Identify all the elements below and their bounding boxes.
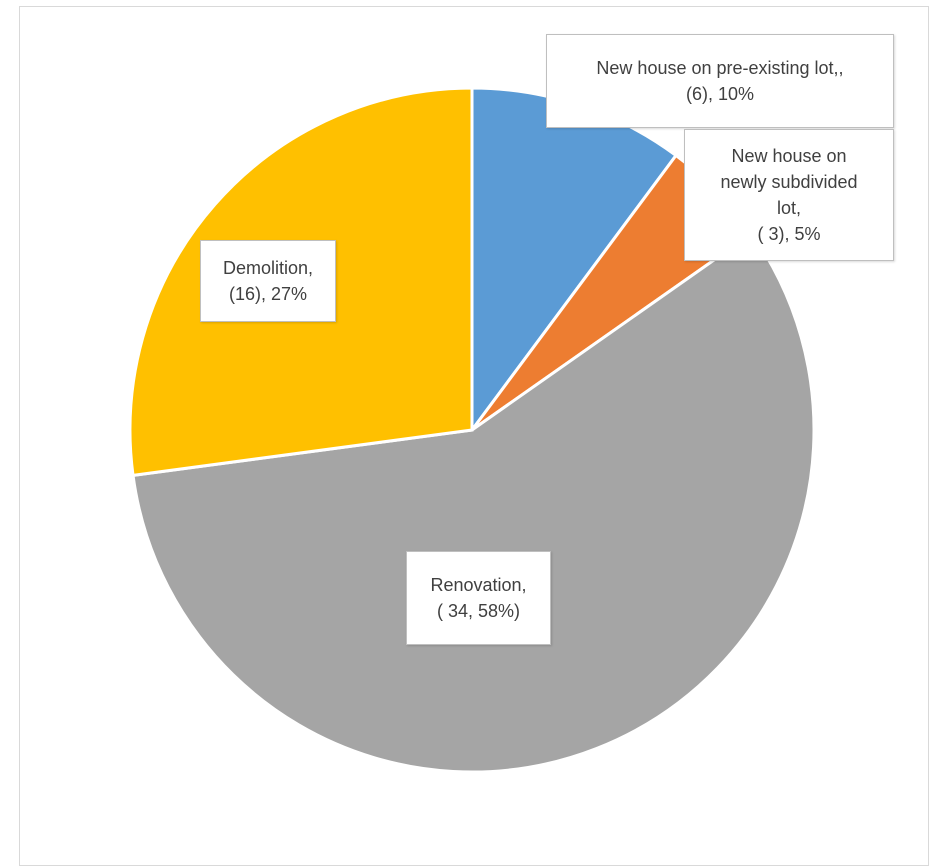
data-label-line: newly subdivided [720,172,858,192]
data-label-new-house-pre-existing-lot: New house on pre-existing lot,, (6), 10% [546,34,894,128]
data-label-new-house-newly-subdivided-lot: New house on newly subdivided lot, ( 3),… [684,129,894,261]
data-label-renovation: Renovation, ( 34, 58%) [406,551,551,645]
data-label-line: ( 3), 5% [757,224,821,244]
data-label-line: Demolition, [222,258,314,278]
data-label-demolition: Demolition, (16), 27% [200,240,336,322]
data-label-line: (6), 10% [685,84,755,104]
data-label-line: (16), 27% [228,284,308,304]
pie-slice-renovation [131,231,816,774]
data-label-line: ( 34, 58%) [436,601,521,621]
data-label-line: Renovation, [430,575,527,595]
data-label-line: New house on pre-existing lot,, [596,58,844,78]
data-label-line: New house on [731,146,847,166]
data-label-line: lot, [776,198,801,218]
